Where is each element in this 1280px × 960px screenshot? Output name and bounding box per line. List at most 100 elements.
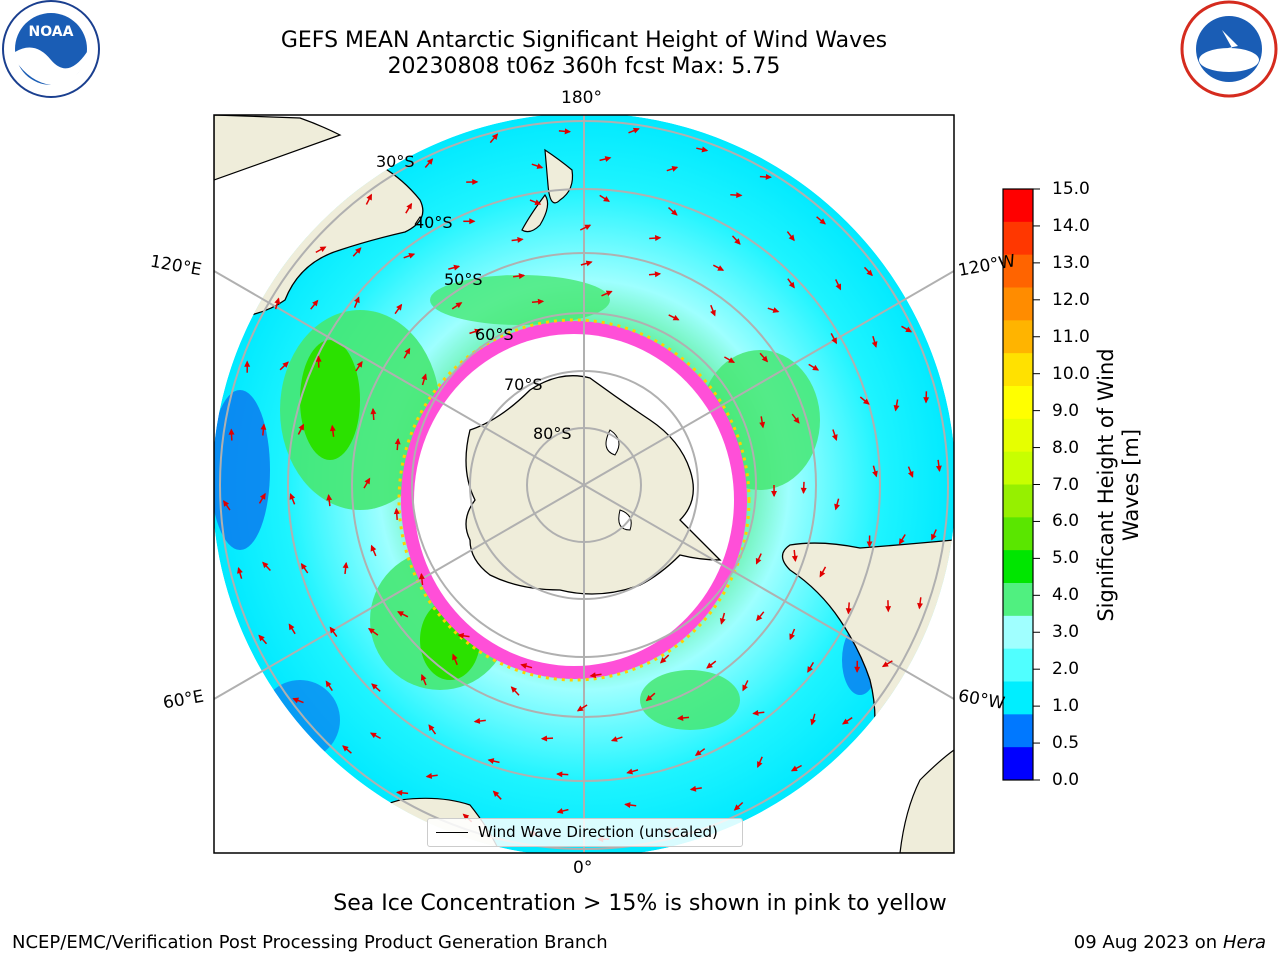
wind-wave-arrowhead (807, 666, 813, 673)
colorbar-tick-label: 15.0 (1052, 179, 1090, 199)
wind-wave-arrowhead (812, 364, 820, 371)
wind-wave-arrowhead (518, 273, 526, 279)
colorbar-segment (1003, 484, 1033, 518)
lat-label-40s: 40°S (414, 213, 453, 232)
nws-logo (1180, 0, 1278, 98)
wind-wave-arrowhead (885, 606, 892, 613)
sea-ice-footnote: Sea Ice Concentration > 15% is shown in … (333, 891, 947, 916)
wind-wave-arrowhead (326, 494, 333, 501)
wind-wave-arrowhead (425, 773, 433, 779)
wind-wave-arrowhead (672, 314, 680, 321)
wind-wave-arrowhead (923, 397, 930, 404)
host-name: Hera (1222, 932, 1266, 953)
wind-wave-arrowhead (734, 238, 741, 245)
colorbar-tick-label: 4.0 (1052, 585, 1080, 606)
wind-wave-arrowhead (329, 424, 336, 432)
wind-wave-arrowhead (834, 503, 840, 511)
wind-wave-arrowhead (396, 789, 403, 796)
wind-wave-arrowhead (756, 614, 763, 622)
credit-text: NCEP/EMC/Verification Post Processing Pr… (12, 932, 608, 953)
wind-wave-arrowhead (312, 299, 319, 307)
wind-wave-arrowhead (534, 199, 542, 206)
wind-wave-arrowhead (917, 602, 923, 610)
title-line-2: 20230808 t06z 360h fcst Max: 5.75 (387, 54, 781, 79)
wind-wave-arrowhead (831, 434, 838, 441)
wind-wave-arrowhead (406, 202, 413, 210)
wind-wave-arrowhead (237, 566, 243, 574)
colorbar-tick-label: 10.0 (1052, 363, 1090, 384)
wind-wave-arrowhead (223, 500, 230, 507)
wind-wave-arrowhead (624, 802, 631, 808)
wind-wave-arrowhead (893, 404, 900, 412)
wind-wave-arrowhead (329, 626, 336, 634)
colorbar-segment (1003, 320, 1033, 354)
colorbar-segment (1003, 550, 1033, 584)
wind-wave-arrowhead (755, 557, 762, 565)
wind-wave-arrowhead (366, 193, 372, 201)
wind-wave-arrowhead (706, 662, 713, 669)
wind-wave-arrowhead (872, 470, 878, 478)
legend-line-swatch (436, 832, 468, 833)
wind-wave-arrowhead (369, 732, 377, 739)
wind-wave-arrowhead (654, 271, 662, 278)
colorbar-segment (1003, 386, 1033, 420)
wind-wave-arrowhead (491, 133, 499, 141)
wind-wave-arrowhead (866, 269, 873, 277)
wind-wave-arrowhead (370, 544, 377, 552)
wind-wave-arrowhead (789, 633, 795, 641)
wind-wave-arrows (223, 127, 942, 843)
wind-wave-arrowhead (473, 718, 481, 724)
wind-wave-arrowhead (717, 265, 725, 271)
map-content (214, 115, 954, 853)
wind-wave-arrowhead (710, 309, 716, 317)
wind-wave-arrowhead (759, 421, 766, 429)
wind-wave-arrowhead (676, 714, 684, 721)
wind-wave-arrowhead (453, 264, 461, 271)
colorbar-tick-label: 0.0 (1052, 770, 1080, 790)
wind-wave-arrowhead (455, 302, 463, 309)
wind-wave-arrowhead (835, 283, 841, 291)
wind-wave-arrowhead (282, 361, 289, 368)
lon-label-0: 0° (573, 858, 593, 878)
wind-wave-arrowhead (742, 684, 748, 692)
wind-wave-arrowhead (420, 673, 427, 681)
wind-wave-arrowhead (556, 771, 563, 778)
colorbar-tick-label: 11.0 (1052, 326, 1090, 347)
wind-wave-arrowhead (371, 683, 378, 690)
colorbar-tick-label: 2.0 (1052, 659, 1080, 680)
wind-wave-arrowhead (761, 355, 769, 363)
wind-wave-arrowhead (487, 758, 495, 764)
legend-label: Wind Wave Direction (unscaled) (478, 823, 718, 841)
map-legend: Wind Wave Direction (unscaled) (427, 818, 743, 847)
wind-wave-arrowhead (315, 355, 322, 362)
wind-wave-arrowhead (905, 326, 913, 333)
wind-wave-arrowhead (898, 538, 905, 545)
wind-wave-arrowhead (589, 672, 597, 679)
wind-wave-arrowhead (585, 260, 593, 267)
wind-wave-arrowhead (701, 146, 709, 153)
colorbar-tick-label: 14.0 (1052, 215, 1090, 236)
wind-wave-arrowhead (752, 709, 759, 716)
wind-wave-arrowhead (319, 246, 327, 253)
wind-wave-arrowhead (584, 224, 592, 231)
colorbar-segment (1003, 189, 1033, 223)
wind-wave-arrowhead (428, 724, 435, 731)
wind-wave-arrowhead (733, 804, 741, 811)
wind-wave-arrowhead (931, 533, 937, 541)
colorbar-tick-label: 7.0 (1052, 474, 1080, 495)
wind-wave-arrowhead (426, 158, 434, 165)
wind-wave-arrowhead (396, 303, 403, 311)
wind-wave-arrowhead (819, 218, 826, 225)
wind-wave-arrowhead (300, 562, 307, 570)
wind-wave-arrowhead (472, 179, 479, 185)
title-line-1: GEFS MEAN Antarctic Significant Height o… (280, 28, 888, 53)
wind-wave-arrowhead (393, 507, 400, 515)
colorbar-segment (1003, 681, 1033, 715)
colorbar-tick-label: 1.0 (1052, 696, 1080, 717)
wind-wave-arrowhead (831, 337, 837, 345)
wind-wave-arrowhead (576, 705, 584, 712)
wind-wave-arrowhead (397, 611, 404, 617)
colorbar-segment (1003, 418, 1033, 453)
wind-wave-arrowhead (298, 423, 304, 431)
